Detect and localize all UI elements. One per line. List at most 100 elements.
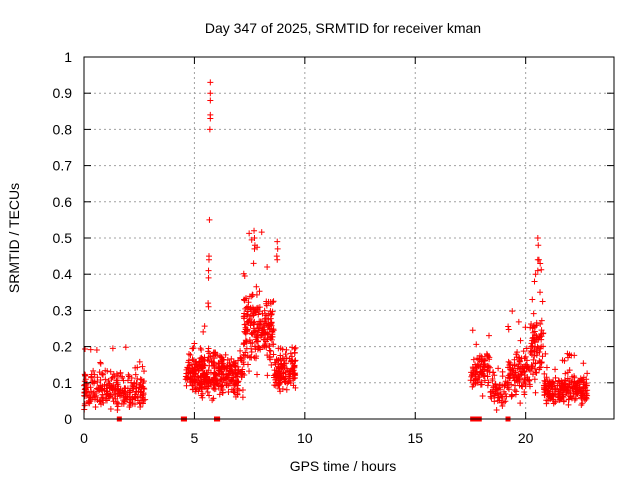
data-point <box>505 372 512 379</box>
data-point <box>570 392 577 399</box>
data-point <box>230 374 237 381</box>
data-point <box>560 398 567 405</box>
data-point <box>226 367 233 374</box>
data-point <box>565 396 572 403</box>
data-point <box>539 298 546 305</box>
data-point <box>569 373 576 380</box>
data-point <box>86 392 93 399</box>
data-point <box>499 402 506 409</box>
data-point <box>481 372 488 379</box>
data-point <box>248 348 255 355</box>
data-point <box>254 371 261 378</box>
data-point <box>509 368 516 375</box>
data-point <box>576 377 583 384</box>
data-point <box>98 394 105 401</box>
data-point <box>270 298 277 305</box>
y-tick-label: 0.1 <box>53 375 73 391</box>
data-point <box>559 393 566 400</box>
data-point <box>538 359 545 366</box>
data-point <box>540 343 547 350</box>
data-point <box>122 344 129 351</box>
data-point <box>508 381 515 388</box>
x-tick-label: 15 <box>407 430 423 446</box>
data-point <box>515 318 522 325</box>
x-tick-label: 10 <box>297 430 313 446</box>
data-point <box>211 386 218 393</box>
data-point <box>518 368 525 375</box>
data-point <box>271 367 278 374</box>
data-point <box>476 355 483 362</box>
data-point <box>141 368 148 375</box>
data-point <box>528 340 535 347</box>
data-point <box>517 400 524 407</box>
data-point <box>487 364 494 371</box>
data-point <box>546 378 553 385</box>
data-point <box>562 377 569 384</box>
data-point <box>520 348 527 355</box>
data-point <box>82 372 89 379</box>
data-point <box>118 373 125 380</box>
data-point <box>136 358 143 365</box>
data-point <box>270 327 277 334</box>
data-point <box>530 329 537 336</box>
data-point <box>257 332 264 339</box>
data-point <box>268 333 275 340</box>
data-point <box>226 359 233 366</box>
data-point <box>107 406 114 413</box>
data-point <box>239 394 246 401</box>
data-point <box>274 256 281 263</box>
x-tick-label: 5 <box>191 430 199 446</box>
data-point <box>81 393 88 400</box>
data-point <box>205 267 212 274</box>
data-point <box>528 364 535 371</box>
data-point <box>242 324 249 331</box>
data-point <box>530 310 537 317</box>
data-point <box>241 321 248 328</box>
data-point <box>543 400 550 407</box>
y-tick-label: 1 <box>64 49 72 65</box>
data-point <box>476 352 483 359</box>
data-point <box>508 393 515 400</box>
data-point <box>268 311 275 318</box>
data-point <box>490 369 497 376</box>
data-point <box>549 385 556 392</box>
data-point <box>200 328 207 335</box>
data-point <box>513 388 520 395</box>
data-point <box>272 371 279 378</box>
data-point <box>206 392 213 399</box>
data-point <box>267 315 274 322</box>
data-point <box>190 379 197 386</box>
data-point <box>113 370 120 377</box>
data-point <box>217 368 224 375</box>
data-point <box>102 395 109 402</box>
data-point <box>90 367 97 374</box>
data-point <box>275 364 282 371</box>
data-point <box>219 356 226 363</box>
data-point <box>234 373 241 380</box>
data-point <box>520 379 527 386</box>
data-point <box>255 311 262 318</box>
data-point <box>201 323 208 330</box>
data-point <box>566 384 573 391</box>
x-tick-label: 20 <box>518 430 534 446</box>
data-point <box>516 376 523 383</box>
data-point <box>249 291 256 298</box>
data-point <box>505 379 512 386</box>
data-point <box>529 342 536 349</box>
data-point <box>97 398 104 405</box>
data-point <box>256 288 263 295</box>
data-point <box>478 379 485 386</box>
data-point <box>253 328 260 335</box>
data-point <box>494 389 501 396</box>
data-point <box>216 367 223 374</box>
data-point <box>479 392 486 399</box>
data-point <box>537 289 544 296</box>
data-point <box>206 126 213 133</box>
data-point <box>117 369 124 376</box>
data-point <box>81 400 88 407</box>
data-point <box>481 357 488 364</box>
data-point <box>552 374 559 381</box>
data-point <box>200 370 207 377</box>
data-point <box>106 380 113 387</box>
data-point <box>488 395 495 402</box>
